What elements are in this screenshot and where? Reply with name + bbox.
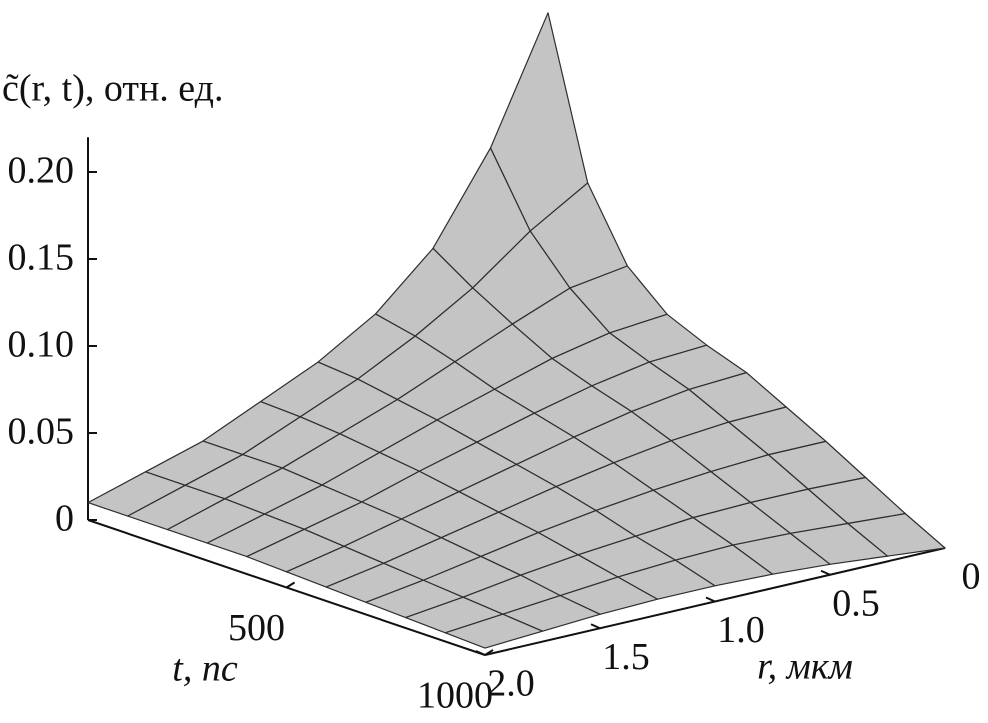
z-tick-label: 0.15 — [8, 237, 75, 279]
t-axis-label: t, пс — [172, 648, 238, 690]
r-tick-label: 1.0 — [717, 609, 765, 651]
t-tick-label: 500 — [228, 607, 285, 649]
r-tick-label: 0 — [962, 556, 981, 598]
z-tick-label: 0.20 — [8, 150, 75, 192]
z-tick-label: 0.05 — [8, 411, 75, 453]
t-tick-label: 1000 — [417, 675, 493, 717]
z-axis-label: c̃(r, t), отн. ед. — [2, 68, 224, 110]
z-tick-label: 0 — [55, 498, 74, 540]
r-tick — [820, 569, 831, 576]
t-tick — [484, 649, 494, 656]
r-tick-label: 0.5 — [832, 582, 880, 624]
r-tick — [475, 650, 486, 656]
r-tick — [705, 596, 716, 603]
surface-cell — [444, 613, 544, 649]
r-tick — [590, 623, 601, 630]
r-axis-label: r, мкм — [757, 646, 853, 688]
z-tick-label: 0.10 — [8, 324, 75, 366]
t-tick — [285, 581, 296, 589]
r-tick-label: 1.5 — [602, 636, 650, 678]
r-tick-label: 2.0 — [487, 663, 535, 705]
